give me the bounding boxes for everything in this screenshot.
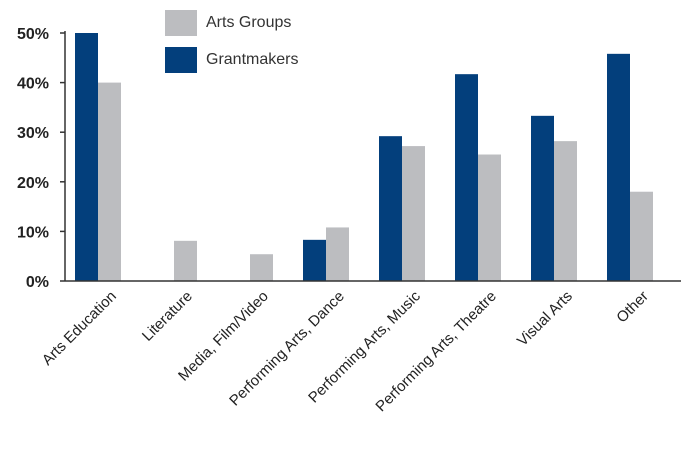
y-tick-label: 50% <box>17 26 49 43</box>
bar-grantmakers <box>75 33 98 281</box>
x-tick-label: Visual Arts <box>514 288 576 350</box>
x-tick-label: Literature <box>139 288 196 345</box>
y-tick-label: 10% <box>17 224 49 241</box>
bar-grantmakers <box>303 239 326 281</box>
y-tick-label: 30% <box>17 125 49 142</box>
y-tick-label: 20% <box>17 175 49 192</box>
legend-swatch-arts-groups <box>165 10 197 36</box>
y-tick-label: 0% <box>26 274 49 291</box>
bar-arts-groups <box>554 141 577 281</box>
x-tick-label: Other <box>613 288 652 327</box>
bar-grantmakers <box>379 136 402 281</box>
bar-grantmakers <box>455 74 478 281</box>
bar-arts-groups <box>326 227 349 281</box>
bar-arts-groups <box>250 254 273 281</box>
bar-arts-groups <box>402 146 425 281</box>
bar-arts-groups <box>478 154 501 281</box>
x-tick-label: Arts Education <box>39 288 120 369</box>
legend-item-grantmakers: Grantmakers <box>165 47 298 73</box>
legend-item-arts-groups: Arts Groups <box>165 10 291 36</box>
bar-arts-groups <box>630 191 653 281</box>
bar-arts-groups <box>174 240 197 281</box>
legend-label-arts-groups: Arts Groups <box>206 14 292 31</box>
legend-label-grantmakers: Grantmakers <box>206 51 299 68</box>
bar-grantmakers <box>531 115 554 281</box>
bar-arts-groups <box>98 82 121 281</box>
y-tick-label: 40% <box>17 76 49 93</box>
bar-grantmakers <box>607 53 630 281</box>
legend-swatch-grantmakers <box>165 47 197 73</box>
